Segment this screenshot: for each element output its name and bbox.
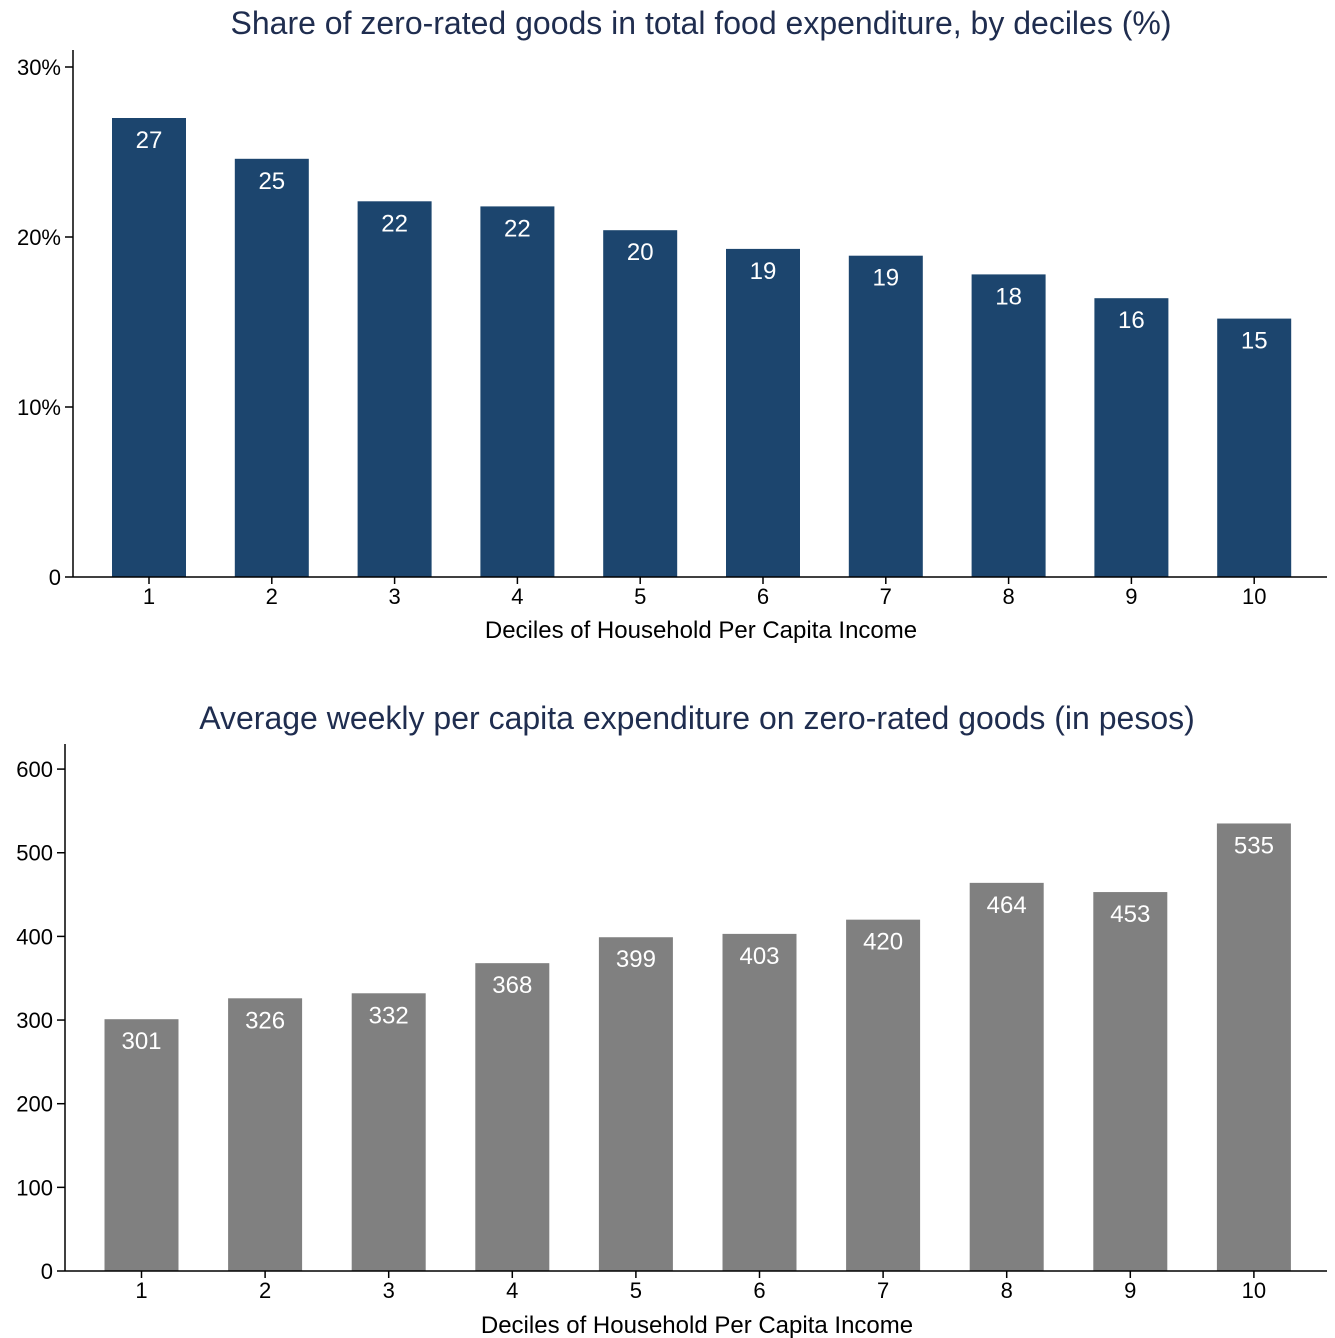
expenditure-chart-x-tick-label: 3 <box>383 1278 395 1303</box>
expenditure-chart-x-tick-label: 2 <box>259 1278 271 1303</box>
share-chart-y-tick-label: 20% <box>17 225 61 250</box>
expenditure-chart-data-label: 464 <box>987 892 1027 919</box>
share-chart-y-axis-ticks: 0 10% 20% 30% <box>17 55 73 590</box>
share-chart-data-label: 25 <box>258 168 285 195</box>
expenditure-chart-bar <box>969 882 1044 1271</box>
expenditure-chart-y-tick-label: 400 <box>16 924 53 949</box>
share-chart-data-label: 19 <box>750 258 777 285</box>
expenditure-chart-x-axis-title: Deciles of Household Per Capita Income <box>481 1312 913 1338</box>
expenditure-chart-x-tick-label: 5 <box>630 1278 642 1303</box>
share-chart-data-label: 20 <box>627 239 654 266</box>
share-chart-y-tick-label: 0 <box>49 565 61 590</box>
expenditure-chart-y-tick-label: 500 <box>16 841 53 866</box>
share-chart-x-tick-label: 6 <box>757 584 769 609</box>
share-chart-bar <box>480 206 555 577</box>
share-chart-bar <box>112 118 186 577</box>
share-chart-title: Share of zero-rated goods in total food … <box>231 5 1172 41</box>
expenditure-chart-x-tick-label: 1 <box>135 1278 147 1303</box>
expenditure-chart-data-label: 420 <box>863 929 903 956</box>
expenditure-chart-x-tick-label: 8 <box>1001 1278 1013 1303</box>
share-chart-x-tick-label: 5 <box>634 584 646 609</box>
share-chart-y-tick-label: 30% <box>17 55 61 80</box>
expenditure-chart-data-label: 535 <box>1234 832 1274 859</box>
expenditure-chart-bar <box>846 919 921 1271</box>
share-chart-bar <box>726 248 800 577</box>
expenditure-chart-bar <box>228 998 303 1271</box>
share-chart-data-label: 19 <box>872 265 899 292</box>
expenditure-chart-bar <box>351 993 426 1271</box>
expenditure-chart-y-axis-ticks: 0 100 200 300 400 500 600 <box>16 757 65 1284</box>
share-chart-x-tick-label: 1 <box>143 584 155 609</box>
share-chart-x-tick-label: 9 <box>1125 584 1137 609</box>
share-chart-x-tick-label: 3 <box>388 584 400 609</box>
expenditure-chart-y-tick-label: 300 <box>16 1008 53 1033</box>
share-chart-bar <box>1217 318 1292 577</box>
expenditure-chart-data-label: 453 <box>1110 901 1150 928</box>
share-chart-bar <box>971 274 1046 577</box>
share-chart-bars: 27 25 22 22 20 19 19 18 16 15 <box>112 118 1292 578</box>
expenditure-chart-bars: 301 326 332 368 399 403 420 464 453 535 <box>104 823 1291 1271</box>
expenditure-chart-data-label: 332 <box>369 1002 409 1029</box>
share-chart-x-tick-label: 4 <box>511 584 523 609</box>
share-chart-data-label: 18 <box>995 283 1022 310</box>
expenditure-chart-title: Average weekly per capita expenditure on… <box>199 700 1195 736</box>
expenditure-chart: Average weekly per capita expenditure on… <box>16 700 1327 1338</box>
expenditure-chart-data-label: 368 <box>492 972 532 999</box>
expenditure-chart-bar <box>104 1019 179 1271</box>
expenditure-chart-bar <box>722 933 797 1271</box>
expenditure-chart-x-tick-label: 9 <box>1124 1278 1136 1303</box>
share-chart-x-axis-title: Deciles of Household Per Capita Income <box>485 617 917 644</box>
share-chart: Share of zero-rated goods in total food … <box>17 5 1327 644</box>
share-chart-data-label: 22 <box>504 215 531 242</box>
expenditure-chart-data-label: 403 <box>739 943 779 970</box>
expenditure-chart-y-tick-label: 100 <box>16 1175 53 1200</box>
share-chart-data-label: 16 <box>1118 307 1145 334</box>
share-chart-x-tick-label: 10 <box>1242 584 1266 609</box>
share-chart-bar <box>357 201 432 578</box>
expenditure-chart-bar <box>598 937 673 1271</box>
share-chart-x-tick-label: 2 <box>266 584 278 609</box>
expenditure-chart-bar <box>1093 892 1168 1271</box>
expenditure-chart-y-tick-label: 0 <box>41 1259 53 1284</box>
share-chart-bar <box>848 255 923 577</box>
share-chart-x-axis-ticks: 1 2 3 4 5 6 7 8 9 10 <box>143 577 1266 609</box>
expenditure-chart-y-tick-label: 200 <box>16 1092 53 1117</box>
expenditure-chart-x-tick-label: 7 <box>877 1278 889 1303</box>
expenditure-chart-data-label: 399 <box>616 946 656 973</box>
expenditure-chart-x-tick-label: 6 <box>753 1278 765 1303</box>
expenditure-chart-x-axis-ticks: 1 2 3 4 5 6 7 8 9 10 <box>135 1271 1266 1303</box>
expenditure-chart-bar <box>1216 823 1291 1271</box>
share-chart-bar <box>234 158 309 578</box>
share-chart-x-tick-label: 7 <box>880 584 892 609</box>
share-chart-x-tick-label: 8 <box>1002 584 1014 609</box>
share-chart-data-label: 15 <box>1241 328 1268 355</box>
expenditure-chart-x-tick-label: 4 <box>506 1278 518 1303</box>
expenditure-chart-data-label: 326 <box>245 1007 285 1034</box>
expenditure-chart-data-label: 301 <box>121 1028 161 1055</box>
share-chart-bar <box>603 230 678 577</box>
share-chart-y-tick-label: 10% <box>17 395 61 420</box>
share-chart-bar <box>1094 298 1169 577</box>
expenditure-chart-bar <box>475 963 550 1271</box>
share-chart-data-label: 27 <box>136 127 163 154</box>
expenditure-chart-x-tick-label: 10 <box>1242 1278 1266 1303</box>
expenditure-chart-y-tick-label: 600 <box>16 757 53 782</box>
share-chart-data-label: 22 <box>381 210 408 237</box>
